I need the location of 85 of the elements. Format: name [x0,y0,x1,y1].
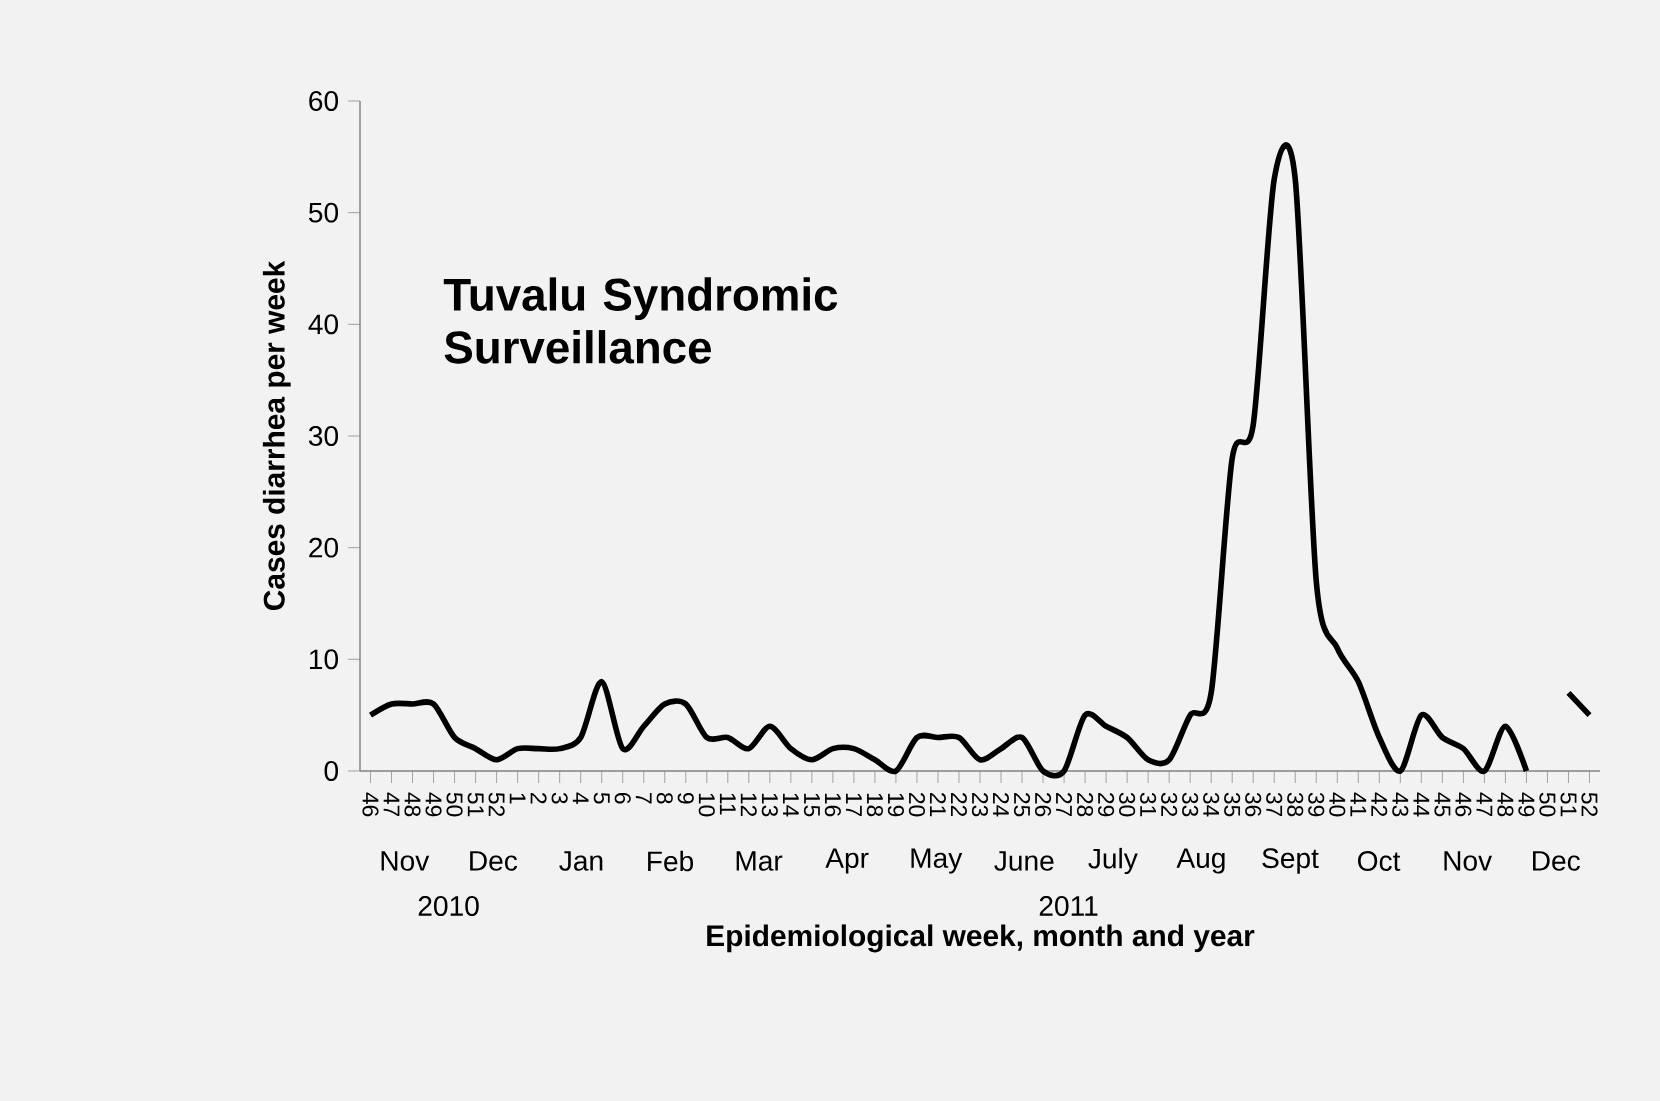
y-tick-label: 60 [309,91,339,111]
x-tick-label: 9 [677,792,694,804]
x-tick-label: 50 [1539,792,1556,817]
text: Feb [648,850,694,872]
x-tick-label: 49 [1518,792,1535,817]
x-tick-label: 27 [1056,793,1073,817]
x-tick-label: 52 [488,792,505,817]
y-tick-label: 50 [308,202,339,223]
x-tick-label: 28 [1077,793,1094,817]
x-tick-label: 35 [1224,792,1241,817]
x-axis-title: Epidemiological week, month and year [707,924,1255,953]
text: Jan [559,851,603,871]
x-tick-label: 17 [846,793,862,817]
x-tick-label: 21 [929,793,946,817]
x-tick-label: 19 [887,793,904,817]
x-tick-label: 12 [740,793,757,817]
x-tick-label: 5 [593,792,610,804]
x-tick-label: 20 [908,793,926,817]
x-tick-label: 33 [1182,792,1199,817]
text: Tuvalu Syndromic Surveillance [443,277,838,364]
text: June [994,851,1054,871]
x-tick-label: 18 [866,793,883,817]
x-tick-label: 46 [1455,792,1472,817]
x-tick-label: 6 [614,793,631,804]
text: 2010 [418,896,479,916]
x-tick-label: 11 [719,793,736,815]
x-tick-label: 46 [362,792,379,817]
x-tick-label: 45 [1434,792,1451,817]
x-tick-label: 41 [1350,792,1367,817]
x-tick-label: 44 [1413,792,1430,817]
x-tick-label: 1 [509,793,526,804]
x-tick-label: 31 [1140,792,1157,817]
x-tick-label: 25 [1013,793,1031,817]
x-tick-label: 14 [782,793,799,817]
x-tick-label: 23 [971,793,989,817]
x-tick-label: 48 [404,792,421,817]
text: Apr [825,848,869,874]
y-tick-label: 20 [309,537,339,558]
x-tick-label: 22 [951,793,967,817]
x-tick-label: 43 [1392,792,1409,817]
y-tick-label: 30 [308,426,339,446]
x-tick-label: 26 [1034,793,1052,817]
x-tick-label: 42 [1371,792,1388,817]
text: Oct [1358,851,1401,871]
x-tick-label: 48 [1497,792,1514,817]
y-tick-label: 10 [309,649,339,670]
x-tick-label: 8 [656,792,673,804]
x-tick-label: 37 [1266,792,1283,817]
text: May [911,848,963,874]
text: Nov [1444,851,1493,871]
x-tick-label: 16 [824,793,841,817]
x-tick-label: 7 [635,793,652,804]
x-tick-label: 50 [446,792,463,817]
y-tick-label: 40 [308,314,339,335]
text: Mar [736,851,783,871]
x-tick-label: 36 [1245,792,1262,817]
text: Aug [1176,848,1225,874]
x-tick-label: 3 [551,792,568,804]
x-tick-label: 40 [1329,792,1346,817]
x-tick-label: 4 [572,792,589,804]
x-tick-label: 51 [1560,792,1577,817]
text: 2011 [1039,896,1098,916]
x-tick-label: 2 [530,793,547,804]
x-tick-label: 47 [383,792,400,817]
x-tick-label: 52 [1581,792,1598,817]
text: Dec [470,851,518,871]
x-tick-label: 39 [1308,792,1325,817]
text: Dec [1533,851,1580,871]
x-tick-label: 24 [993,793,1009,817]
x-tick-label: 10 [698,793,715,817]
text: Sept [1262,848,1319,874]
x-tick-label: 30 [1119,792,1136,817]
x-tick-label: 51 [467,792,484,817]
text: Nov [381,851,430,871]
text: July [1088,847,1138,875]
x-tick-label: 49 [425,792,442,817]
x-tick-label: 34 [1203,792,1220,817]
y-axis-title: Cases diarrhea per week [262,260,291,610]
x-tick-label: 13 [761,793,778,817]
x-tick-label: 32 [1161,792,1178,817]
y-tick-label: 0 [324,761,339,781]
x-tick-label: 47 [1476,792,1493,817]
x-tick-label: 29 [1098,793,1115,817]
x-tick-label: 38 [1287,792,1304,817]
x-tick-label: 15 [803,793,820,817]
